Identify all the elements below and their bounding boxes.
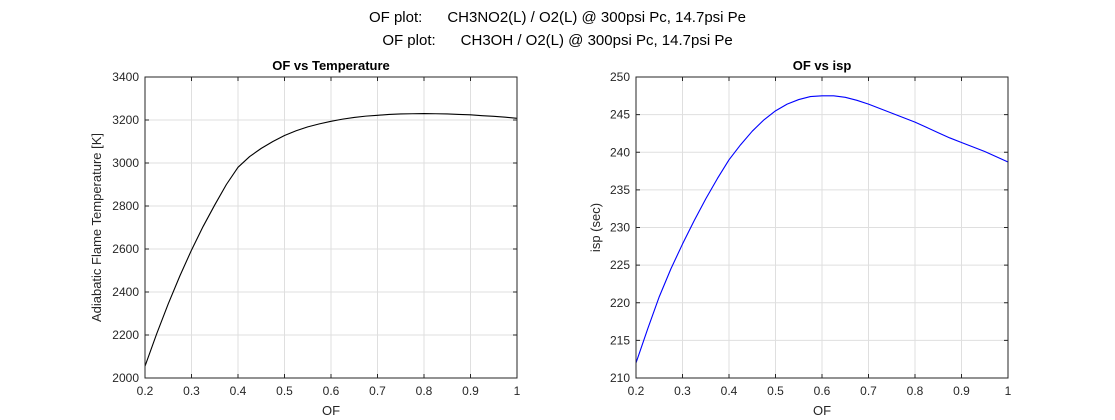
temperature-y-tick-label: 2600	[112, 242, 139, 256]
temperature-x-tick-label: 0.8	[416, 384, 433, 398]
temperature-x-tick-label: 0.7	[369, 384, 386, 398]
temperature-x-tick-label: 0.5	[276, 384, 293, 398]
temperature-y-tick-label: 2000	[112, 371, 139, 385]
figure-suptitle-line-1: OF plot: CH3NO2(L) / O2(L) @ 300psi Pc, …	[368, 9, 747, 26]
isp-y-tick-label: 215	[610, 333, 630, 347]
temperature-x-tick-label: 1	[514, 384, 521, 398]
isp-x-tick-label: 0.2	[628, 384, 645, 398]
temperature-plot-title: OF vs Temperature	[272, 58, 390, 73]
isp-series-line	[635, 95, 1009, 364]
temperature-y-tick-label: 3400	[112, 70, 139, 84]
isp-y-tick-label: 230	[610, 221, 630, 235]
temperature-x-tick-label: 0.3	[183, 384, 200, 398]
isp-y-tick-label: 245	[610, 108, 630, 122]
isp-y-axis-label: isp (sec)	[588, 203, 603, 252]
isp-y-tick-label: 220	[610, 296, 630, 310]
isp-y-tick-label: 210	[610, 371, 630, 385]
temperature-y-tick-label: 3200	[112, 113, 139, 127]
temperature-y-tick-label: 2400	[112, 285, 139, 299]
temperature-x-tick-label: 0.9	[462, 384, 479, 398]
isp-x-tick-label: 0.4	[721, 384, 738, 398]
isp-plot: 0.2 0.3 0.4 0.5 0.6 0.7 0.8 0.9 1 210 215 220 225 230…	[588, 58, 1012, 418]
temperature-y-tick-label: 2800	[112, 199, 139, 213]
isp-x-tick-label: 0.3	[674, 384, 691, 398]
isp-y-tick-label: 250	[610, 70, 630, 84]
temperature-x-tick-label: 0.2	[137, 384, 154, 398]
isp-plot-title: OF vs isp	[793, 58, 852, 73]
isp-x-tick-label: 0.9	[953, 384, 970, 398]
isp-y-tick-label: 225	[610, 258, 630, 272]
figure-suptitle-line-2: OF plot: CH3OH / O2(L) @ 300psi Pc, 14.7…	[382, 32, 733, 49]
isp-x-tick-label: 1	[1005, 384, 1012, 398]
isp-x-tick-label: 0.5	[767, 384, 784, 398]
isp-x-tick-label: 0.7	[860, 384, 877, 398]
isp-y-tick-label: 240	[610, 145, 630, 159]
isp-x-tick-label: 0.6	[814, 384, 831, 398]
temperature-series-line	[144, 113, 518, 367]
isp-x-axis-label: OF	[813, 403, 831, 418]
temperature-x-tick-label: 0.4	[230, 384, 247, 398]
temperature-x-axis-label: OF	[322, 403, 340, 418]
isp-x-tick-label: 0.8	[907, 384, 924, 398]
isp-y-tick-label: 235	[610, 183, 630, 197]
temperature-plot: 0.2 0.3 0.4 0.5 0.6 0.7 0.8 0.9 1 2000 2200 2400 260…	[89, 58, 521, 418]
temperature-y-tick-label: 3000	[112, 156, 139, 170]
temperature-y-tick-label: 2200	[112, 328, 139, 342]
temperature-y-axis-label: Adiabatic Flame Temperature [K]	[89, 133, 104, 322]
temperature-x-tick-label: 0.6	[323, 384, 340, 398]
